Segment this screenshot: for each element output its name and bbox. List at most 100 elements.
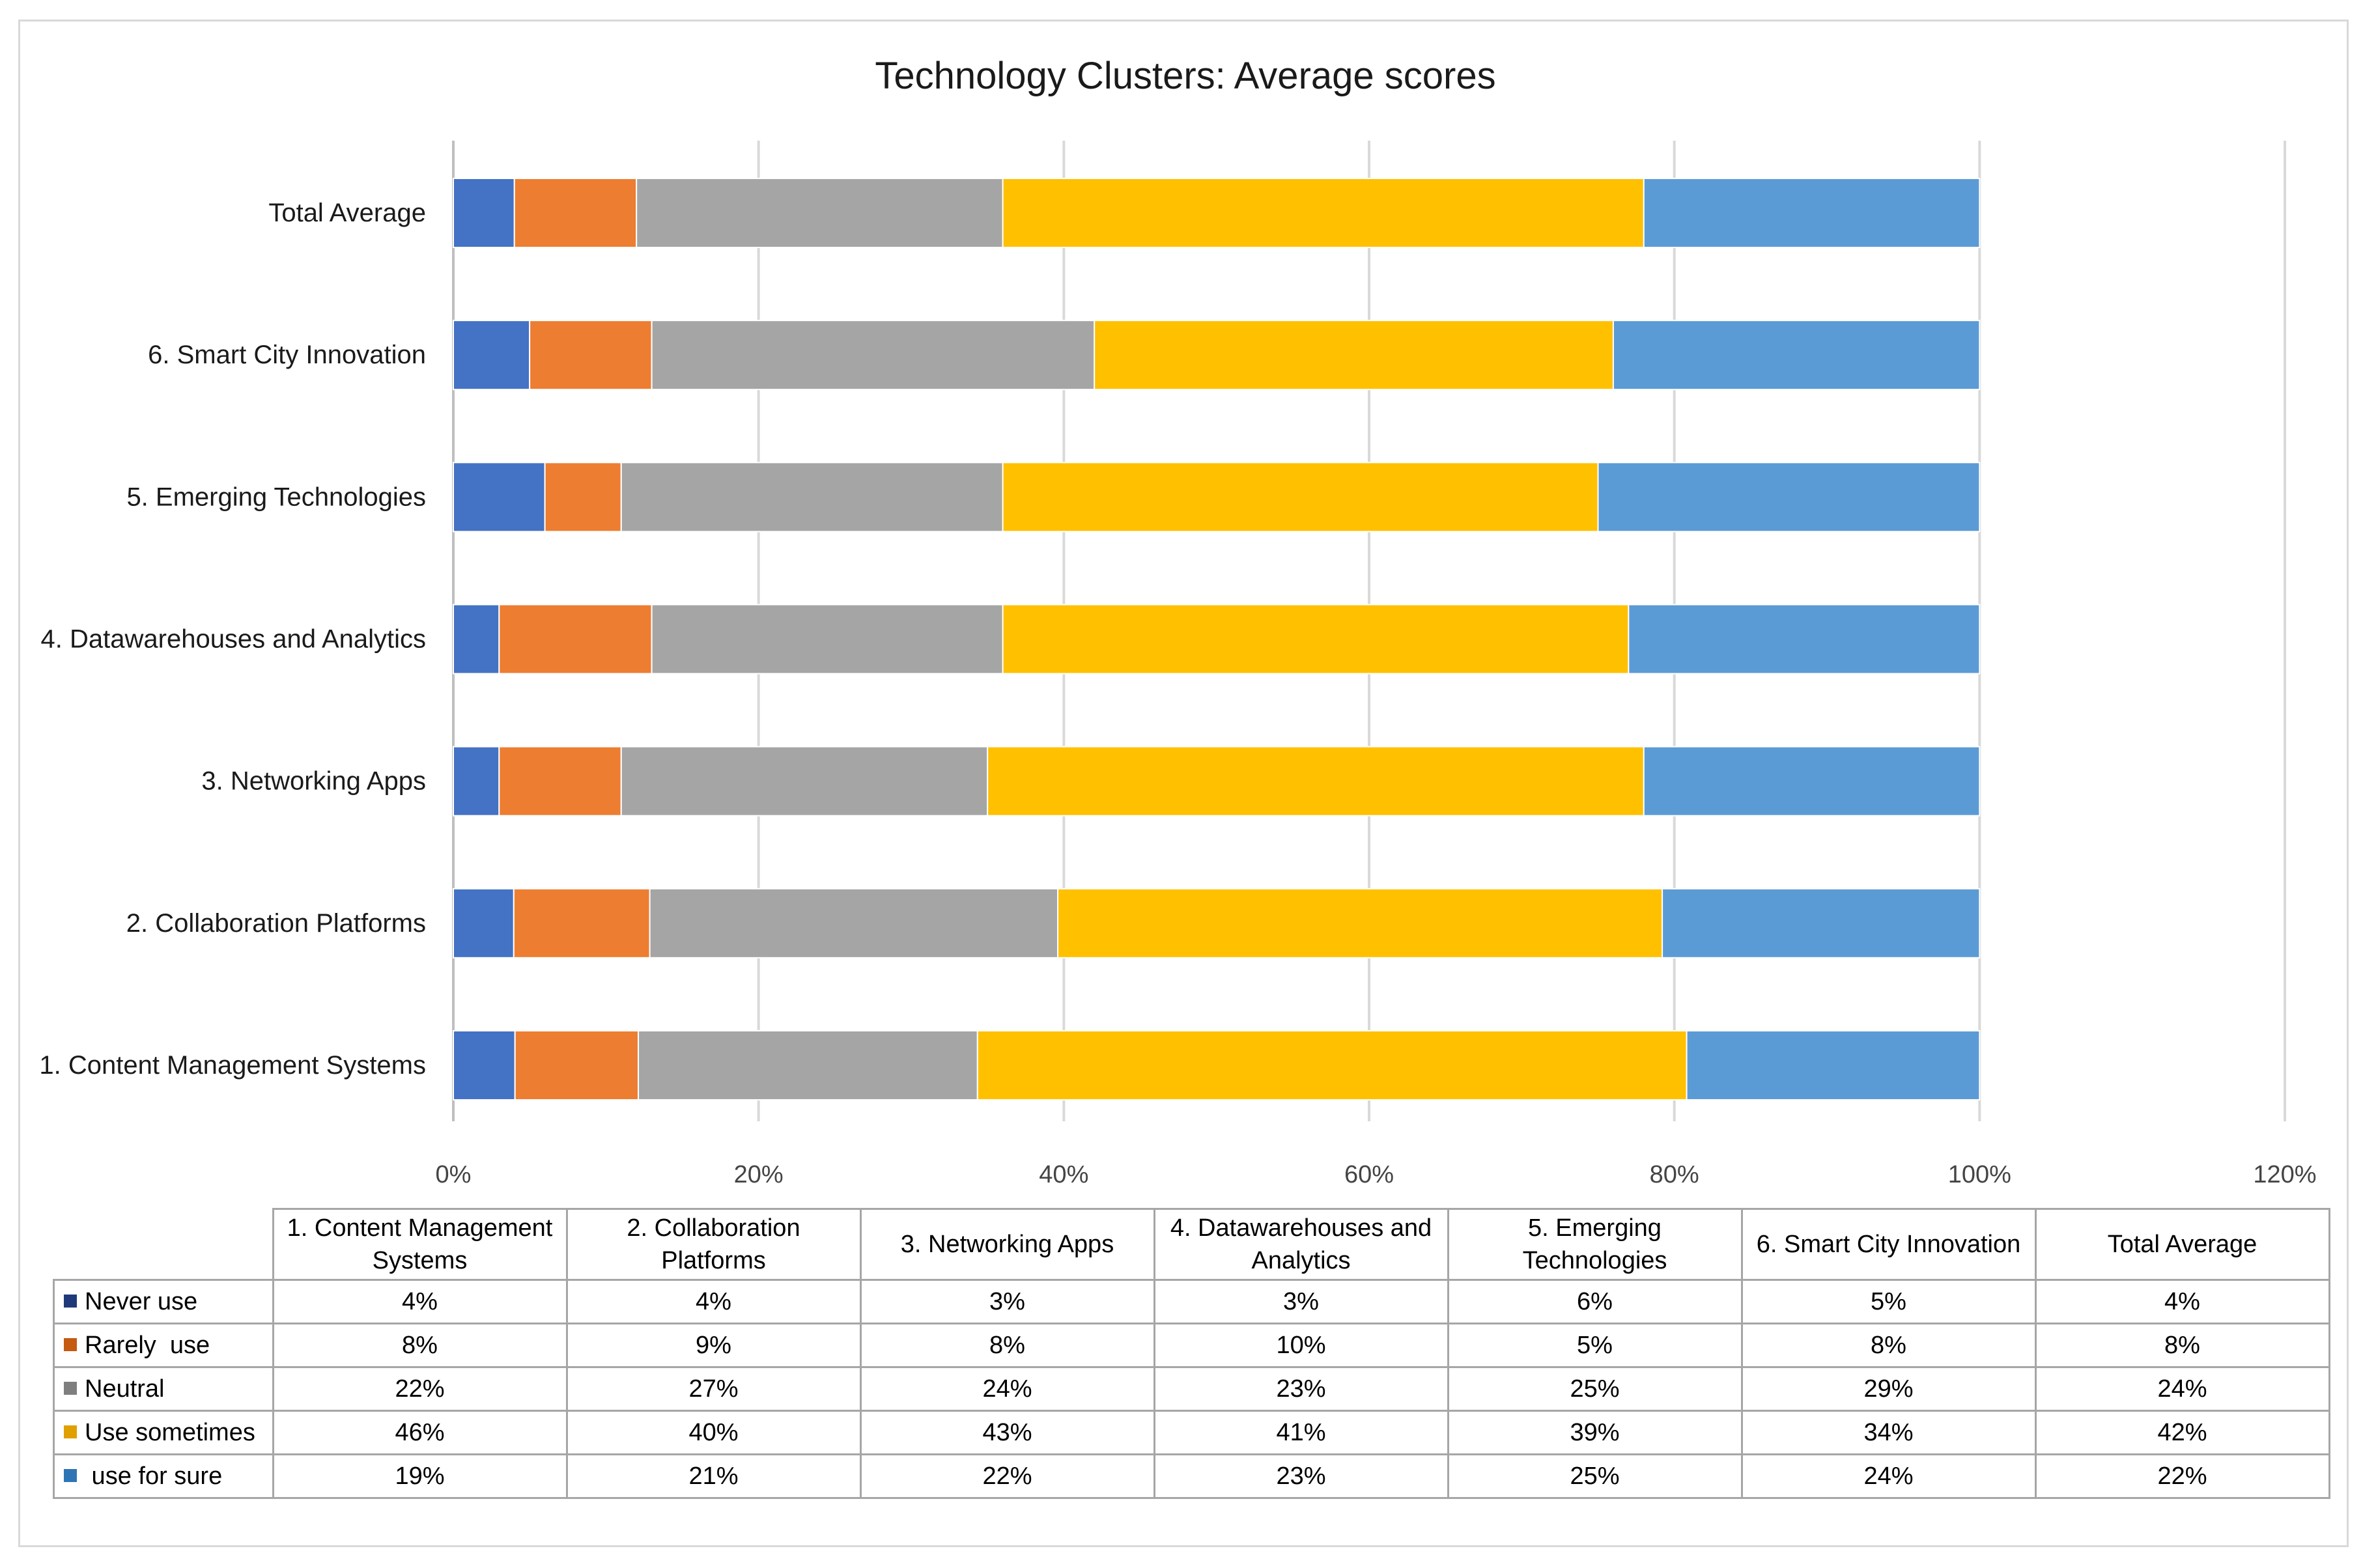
table-cell: 34%: [1740, 1410, 2037, 1455]
bar-segment-5: [1628, 604, 1981, 675]
table-cell: 29%: [1740, 1366, 2037, 1412]
table-cell: 4%: [2034, 1279, 2330, 1324]
table-cell: 22%: [2034, 1453, 2330, 1499]
legend-swatch: [64, 1468, 77, 1482]
bar-segment-2: [514, 1030, 640, 1100]
table-cell: 39%: [1447, 1410, 1743, 1455]
data-table-header-row: 1. Content Management Systems 2. Collabora…: [53, 1208, 2330, 1281]
x-tick-label: 60%: [1344, 1161, 1394, 1188]
table-cell: 25%: [1447, 1366, 1743, 1412]
legend-entry: Rarely use: [53, 1323, 274, 1368]
category-label: 6. Smart City Innovation: [148, 341, 426, 369]
category-label: 5. Emerging Technologies: [126, 483, 426, 511]
bar-segment-5: [1612, 320, 1981, 391]
bar-segment-3: [620, 462, 1004, 533]
table-column-header-line: 5. Emerging: [1528, 1214, 1662, 1242]
table-cell: 25%: [1447, 1453, 1743, 1499]
table-row: Never use 4% 4% 3% 3% 6% 5% 4%: [53, 1279, 2330, 1324]
legend-swatch: [64, 1425, 77, 1438]
table-column-header-line: 6. Smart City Innovation: [1756, 1231, 2021, 1258]
legend-label: Rarely use: [85, 1332, 210, 1359]
table-cell: 19%: [272, 1453, 568, 1499]
table-cell: 8%: [2034, 1323, 2330, 1368]
x-tick-label: 0%: [436, 1161, 472, 1188]
table-cell: 5%: [1447, 1323, 1743, 1368]
table-cell: 41%: [1153, 1410, 1449, 1455]
table-cell: 24%: [2034, 1366, 2330, 1412]
table-column-header-line: 2. Collaboration: [627, 1214, 800, 1242]
category-label: 4. Datawarehouses and Analytics: [41, 625, 426, 654]
table-column-header-line: 4. Datawarehouses and: [1170, 1214, 1432, 1242]
category-label: 2. Collaboration Platforms: [126, 909, 426, 938]
table-column-header: 3. Networking Apps: [859, 1208, 1155, 1281]
bar-segment-3: [649, 888, 1059, 959]
table-cell: 24%: [1740, 1453, 2037, 1499]
bar-segment-2: [513, 178, 638, 248]
bar-segment-1: [453, 746, 500, 817]
table-cell: 22%: [272, 1366, 568, 1412]
legend-label: Neutral: [85, 1375, 165, 1403]
bar-segment-2: [498, 604, 653, 675]
table-cell: 43%: [859, 1410, 1155, 1455]
bar-segment-3: [620, 746, 989, 817]
x-tick-label: 20%: [734, 1161, 784, 1188]
bar-segment-3: [636, 178, 1004, 248]
bar-segment-5: [1686, 1030, 1981, 1100]
category-label: Total Average: [268, 199, 426, 227]
bar-segment-4: [976, 1030, 1688, 1100]
table-column-header-line: Total Average: [2107, 1231, 2257, 1258]
bars: [453, 178, 1981, 1100]
table-row: Use sometimes 46% 40% 43% 41% 39% 34% 42%: [53, 1410, 2330, 1455]
data-table: 1. Content Management Systems 2. Collabora…: [53, 1208, 2330, 1499]
table-column-header-line: 3. Networking Apps: [900, 1231, 1114, 1258]
table-cell: 4%: [272, 1279, 568, 1324]
x-tick-label: 40%: [1039, 1161, 1088, 1188]
table-cell: 46%: [272, 1410, 568, 1455]
table-cell: 23%: [1153, 1366, 1449, 1412]
table-column-header-line: 1. Content Management: [287, 1214, 553, 1242]
table-column-header: 1. Content Management Systems: [272, 1208, 568, 1281]
table-cell: 42%: [2034, 1410, 2330, 1455]
table-cell: 40%: [565, 1410, 862, 1455]
bar-segment-4: [1002, 178, 1645, 248]
legend-entry: Never use: [53, 1279, 274, 1324]
category-label: 1. Content Management Systems: [39, 1051, 426, 1080]
bar-segment-5: [1597, 462, 1981, 533]
legend-label: use for sure: [85, 1463, 223, 1490]
table-row: use for sure 19% 21% 22% 23% 25% 24% 22%: [53, 1453, 2330, 1499]
bar-segment-1: [453, 320, 531, 391]
x-tick-labels: 0% 20% 40% 60% 80% 100% 120%: [436, 1161, 2317, 1188]
table-row: Rarely use 8% 9% 8% 10% 5% 8% 8%: [53, 1323, 2330, 1368]
bar-segment-2: [544, 462, 622, 533]
x-tick-label: 80%: [1650, 1161, 1699, 1188]
table-column-header: 5. Emerging Technologies: [1447, 1208, 1743, 1281]
table-cell: 9%: [565, 1323, 862, 1368]
table-column-header-line: Analytics: [1251, 1247, 1351, 1274]
table-cell: 4%: [565, 1279, 862, 1324]
category-labels: 1. Content Management Systems 2. Collabor…: [39, 199, 426, 1080]
bar-segment-1: [453, 462, 546, 533]
x-tick-label: 100%: [1948, 1161, 2011, 1188]
table-cell: 21%: [565, 1453, 862, 1499]
bar-segment-1: [453, 604, 500, 675]
bar-segment-4: [1094, 320, 1614, 391]
bar-segment-2: [513, 888, 651, 959]
legend-swatch: [64, 1294, 77, 1308]
table-column-header: 2. Collaboration Platforms: [565, 1208, 862, 1281]
table-cell: 8%: [272, 1323, 568, 1368]
table-cell: 8%: [1740, 1323, 2037, 1368]
bar-segment-1: [453, 178, 515, 248]
data-table-body: Never use 4% 4% 3% 3% 6% 5% 4% Rarely use 8% 9% 8% 1…: [53, 1279, 2330, 1499]
bar-segment-4: [1057, 888, 1663, 959]
legend-swatch: [64, 1381, 77, 1395]
bar-segment-1: [453, 1030, 516, 1100]
category-label: 3. Networking Apps: [201, 767, 426, 796]
bar-segment-5: [1643, 178, 1981, 248]
table-cell: 23%: [1153, 1453, 1449, 1499]
table-cell: 3%: [859, 1279, 1155, 1324]
legend-label: Never use: [85, 1288, 198, 1315]
bar-segment-4: [987, 746, 1645, 817]
table-row: Neutral 22% 27% 24% 23% 25% 29% 24%: [53, 1366, 2330, 1412]
bar-segment-1: [453, 888, 515, 959]
bar-segment-3: [651, 604, 1004, 675]
